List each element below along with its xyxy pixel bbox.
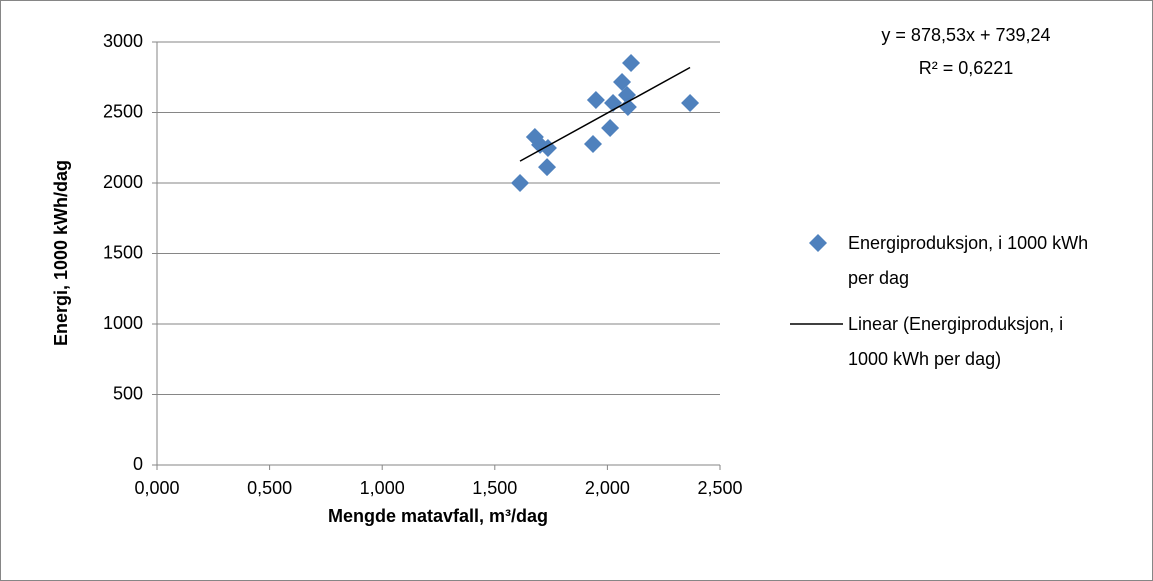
trend-equation: y = 878,53x + 739,24	[881, 25, 1050, 45]
data-point	[583, 134, 602, 153]
legend-marker	[809, 234, 827, 252]
x-tick-label: 0,500	[247, 478, 292, 498]
data-point	[586, 90, 605, 109]
x-tick-label: 1,000	[360, 478, 405, 498]
y-tick-label: 500	[113, 383, 143, 403]
x-tick-label: 1,500	[472, 478, 517, 498]
data-point	[618, 98, 637, 117]
x-tick-label: 0,000	[134, 478, 179, 498]
trend-line	[519, 66, 691, 162]
x-axis-label: Mengde matavfall, m³/dag	[328, 506, 548, 526]
data-point	[622, 54, 641, 73]
x-tick-label: 2,500	[697, 478, 742, 498]
legend-label: Energiproduksjon, i 1000 kWh per dag	[848, 233, 1089, 288]
data-point	[538, 158, 557, 177]
legend-label: Linear (Energiproduksjon, i 1000 kWh per…	[848, 314, 1064, 369]
y-axis-label: Energi, 1000 kWh/dag	[51, 160, 71, 346]
r-squared: R² = 0,6221	[919, 58, 1014, 78]
data-point	[681, 94, 700, 113]
y-tick-label: 0	[133, 454, 143, 474]
data-point	[511, 174, 530, 192]
data-point	[601, 119, 620, 138]
y-tick-label: 2000	[103, 172, 143, 192]
y-tick-label: 3000	[103, 31, 143, 51]
y-tick-label: 2500	[103, 101, 143, 121]
y-tick-label: 1500	[103, 242, 143, 262]
y-tick-label: 1000	[103, 313, 143, 333]
x-tick-label: 2,000	[585, 478, 630, 498]
